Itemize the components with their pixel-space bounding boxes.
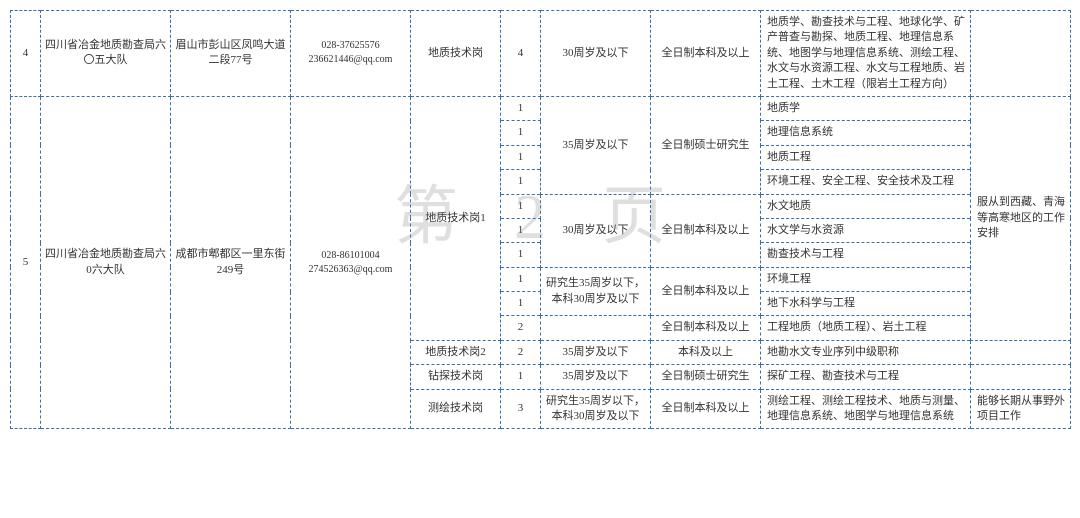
cell-addr: 成都市郫都区一里东街249号 bbox=[171, 96, 291, 428]
cell-major: 地质学 bbox=[761, 96, 971, 120]
cell-major: 勘查技术与工程 bbox=[761, 243, 971, 267]
cell-age: 研究生35周岁以下，本科30周岁及以下 bbox=[541, 267, 651, 316]
cell-num: 1 bbox=[501, 96, 541, 120]
cell-major: 水文学与水资源 bbox=[761, 218, 971, 242]
cell-major: 地勘水文专业序列中级职称 bbox=[761, 340, 971, 364]
cell-edu: 全日制硕士研究生 bbox=[651, 96, 761, 194]
cell-major: 工程地质（地质工程）、岩土工程 bbox=[761, 316, 971, 340]
email: 274526363@qq.com bbox=[294, 263, 407, 277]
cell-idx: 4 bbox=[11, 11, 41, 97]
cell-edu: 全日制本科及以上 bbox=[651, 389, 761, 429]
cell-edu: 全日制本科及以上 bbox=[651, 11, 761, 97]
cell-age bbox=[541, 316, 651, 340]
cell-age: 35周岁及以下 bbox=[541, 365, 651, 389]
cell-remark bbox=[971, 365, 1071, 389]
cell-edu: 全日制硕士研究生 bbox=[651, 365, 761, 389]
cell-major: 地理信息系统 bbox=[761, 121, 971, 145]
cell-num: 1 bbox=[501, 194, 541, 218]
cell-num: 2 bbox=[501, 340, 541, 364]
cell-age: 研究生35周岁以下，本科30周岁及以下 bbox=[541, 389, 651, 429]
table-row: 5 四川省冶金地质勘查局六0六大队 成都市郫都区一里东街249号 028-861… bbox=[11, 96, 1071, 120]
cell-major: 地下水科学与工程 bbox=[761, 292, 971, 316]
cell-post: 地质技术岗 bbox=[411, 11, 501, 97]
email: 236621446@qq.com bbox=[294, 53, 407, 67]
cell-num: 1 bbox=[501, 267, 541, 291]
cell-remark: 能够长期从事野外项目工作 bbox=[971, 389, 1071, 429]
cell-post: 地质技术岗1 bbox=[411, 96, 501, 340]
cell-age: 35周岁及以下 bbox=[541, 96, 651, 194]
phone: 028-86101004 bbox=[294, 249, 407, 263]
cell-num: 1 bbox=[501, 145, 541, 169]
recruitment-table: 4 四川省冶金地质勘查局六〇五大队 眉山市彭山区凤鸣大道二段77号 028-37… bbox=[10, 10, 1071, 429]
table-container: 第 2 页 4 四川省冶金地质勘查局六〇五大队 眉山市彭山区凤鸣大道二段77号 … bbox=[10, 10, 1070, 429]
cell-age: 30周岁及以下 bbox=[541, 194, 651, 267]
cell-contact: 028-86101004 274526363@qq.com bbox=[291, 96, 411, 428]
cell-edu: 全日制本科及以上 bbox=[651, 267, 761, 316]
cell-num: 4 bbox=[501, 11, 541, 97]
cell-addr: 眉山市彭山区凤鸣大道二段77号 bbox=[171, 11, 291, 97]
cell-major: 测绘工程、测绘工程技术、地质与测量、地理信息系统、地图学与地理信息系统 bbox=[761, 389, 971, 429]
cell-num: 1 bbox=[501, 365, 541, 389]
cell-post: 地质技术岗2 bbox=[411, 340, 501, 364]
cell-major: 水文地质 bbox=[761, 194, 971, 218]
phone: 028-37625576 bbox=[294, 39, 407, 53]
cell-remark bbox=[971, 11, 1071, 97]
cell-num: 1 bbox=[501, 121, 541, 145]
cell-num: 1 bbox=[501, 292, 541, 316]
cell-num: 1 bbox=[501, 243, 541, 267]
cell-num: 3 bbox=[501, 389, 541, 429]
cell-num: 1 bbox=[501, 170, 541, 194]
cell-major: 探矿工程、勘查技术与工程 bbox=[761, 365, 971, 389]
cell-num: 1 bbox=[501, 218, 541, 242]
cell-contact: 028-37625576 236621446@qq.com bbox=[291, 11, 411, 97]
cell-num: 2 bbox=[501, 316, 541, 340]
cell-edu: 本科及以上 bbox=[651, 340, 761, 364]
cell-remark: 服从到西藏、青海等高寒地区的工作安排 bbox=[971, 96, 1071, 340]
table-row: 4 四川省冶金地质勘查局六〇五大队 眉山市彭山区凤鸣大道二段77号 028-37… bbox=[11, 11, 1071, 97]
cell-post: 钻探技术岗 bbox=[411, 365, 501, 389]
cell-org: 四川省冶金地质勘查局六〇五大队 bbox=[41, 11, 171, 97]
cell-edu: 全日制本科及以上 bbox=[651, 316, 761, 340]
cell-age: 35周岁及以下 bbox=[541, 340, 651, 364]
cell-remark bbox=[971, 340, 1071, 364]
cell-major: 环境工程 bbox=[761, 267, 971, 291]
cell-major: 地质工程 bbox=[761, 145, 971, 169]
cell-idx: 5 bbox=[11, 96, 41, 428]
cell-post: 测绘技术岗 bbox=[411, 389, 501, 429]
cell-major: 地质学、勘查技术与工程、地球化学、矿产普查与勘探、地质工程、地理信息系统、地图学… bbox=[761, 11, 971, 97]
cell-major: 环境工程、安全工程、安全技术及工程 bbox=[761, 170, 971, 194]
cell-org: 四川省冶金地质勘查局六0六大队 bbox=[41, 96, 171, 428]
cell-age: 30周岁及以下 bbox=[541, 11, 651, 97]
cell-edu: 全日制本科及以上 bbox=[651, 194, 761, 267]
